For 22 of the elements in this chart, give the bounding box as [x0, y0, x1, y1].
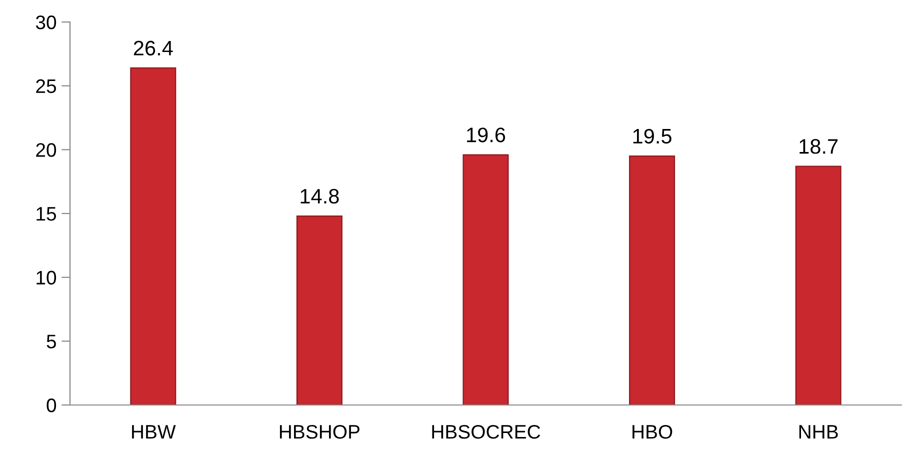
y-tick-label: 0 [46, 398, 56, 412]
y-tick-label: 5 [46, 334, 56, 348]
x-tick-label: HBW [132, 425, 176, 439]
data-label: 19.5 [633, 128, 672, 144]
data-label: 19.6 [467, 128, 506, 142]
bar [462, 154, 509, 405]
bar [795, 166, 842, 405]
data-label: 14.8 [300, 188, 339, 204]
bar [130, 67, 176, 405]
data-label: 26.4 [134, 40, 173, 56]
bar [629, 155, 676, 405]
data-label: 18.7 [800, 139, 838, 154]
x-tick-label: NHB [799, 425, 838, 439]
x-tick-label: HBSHOP [280, 424, 360, 439]
y-tick-label: 20 [36, 143, 56, 157]
bar [296, 216, 342, 405]
x-tick-label: HBSOCREC [432, 424, 540, 439]
y-tick-label: 25 [36, 79, 56, 94]
y-tick-label: 10 [36, 270, 56, 285]
y-tick-label: 30 [36, 15, 56, 30]
y-tick-label: 15 [36, 207, 56, 221]
x-tick-label: HBO [632, 424, 672, 439]
